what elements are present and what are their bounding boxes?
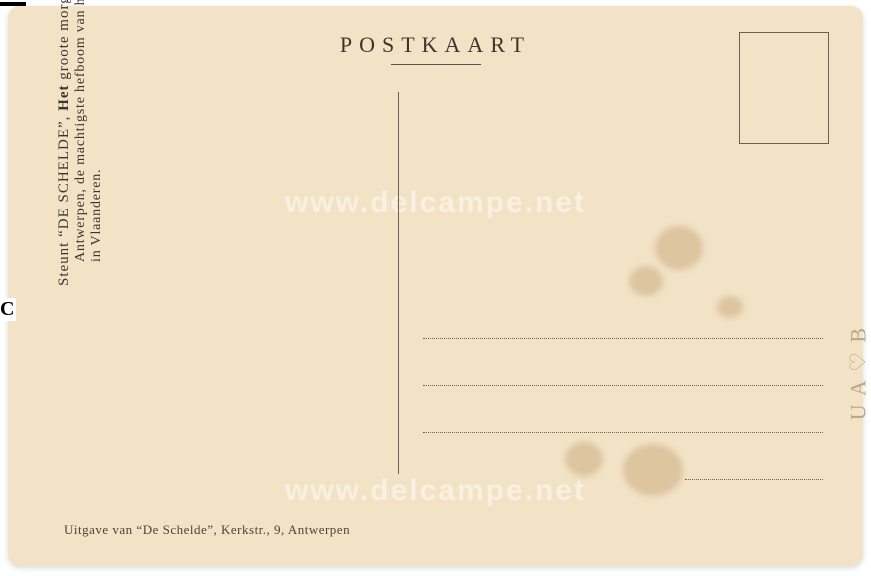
promo-quote: “DE SCHELDE”, <box>56 111 72 237</box>
promo-suffix: groote morgenblad van <box>56 0 72 85</box>
title-underline <box>391 64 481 65</box>
title-block: POSTKAART <box>8 32 863 65</box>
scan-edge-letter: C <box>0 298 16 321</box>
postcard-title: POSTKAART <box>340 32 531 58</box>
handwritten-note: U A ♡ B <box>845 326 871 420</box>
promo-prefix: Steunt <box>56 237 72 286</box>
watermark-top: www.delcampe.net <box>8 186 863 220</box>
foxing-spot <box>717 296 743 318</box>
promo-line-1: Steunt “DE SCHELDE”, Het groote morgenbl… <box>56 0 73 286</box>
address-line-short <box>685 479 823 480</box>
center-divider <box>398 92 399 474</box>
promo-bold: Het <box>56 85 72 111</box>
address-line <box>423 385 823 386</box>
promo-line-3: in Vlaanderen. <box>89 0 105 262</box>
foxing-spot <box>629 266 663 296</box>
left-margin-text: Steunt “DE SCHELDE”, Het groote morgenbl… <box>56 0 105 286</box>
foxing-spot <box>655 226 703 270</box>
publisher-line: Uitgave van “De Schelde”, Kerkstr., 9, A… <box>64 522 350 538</box>
promo-line-2: Antwerpen, de machtigste hefboom van het… <box>73 0 89 262</box>
address-line <box>423 432 823 433</box>
stamp-box <box>739 32 829 144</box>
address-line <box>423 338 823 339</box>
postcard: www.delcampe.net www.delcampe.net POSTKA… <box>8 6 863 566</box>
address-area <box>423 338 823 480</box>
